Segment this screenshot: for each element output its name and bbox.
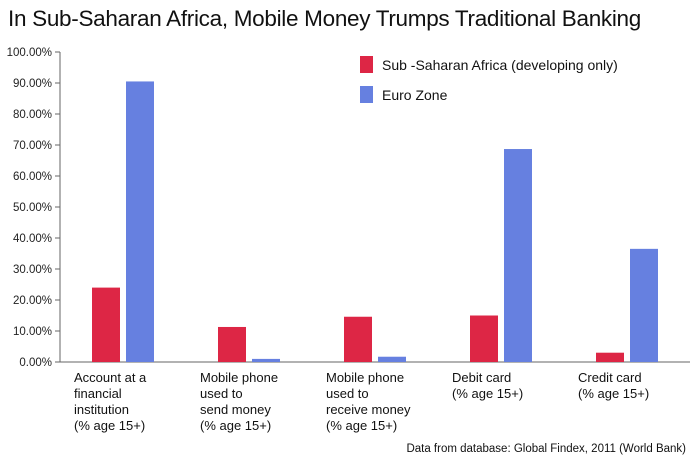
y-tick-label: 30.00% bbox=[13, 264, 52, 276]
y-tick-label: 100.00% bbox=[7, 47, 52, 59]
y-tick-label: 10.00% bbox=[13, 326, 52, 338]
x-category-label-line: (% age 15+) bbox=[326, 418, 397, 433]
bar bbox=[126, 81, 154, 362]
y-tick-label: 60.00% bbox=[13, 171, 52, 183]
bar bbox=[630, 248, 658, 362]
x-category-label-line: financial bbox=[74, 386, 122, 401]
x-category-label-line: Mobile phone bbox=[326, 370, 404, 385]
axes: 0.00% 10.00% 20.00% 30.00% 40.00% 50.00% 60.00… bbox=[7, 47, 690, 369]
x-category-label-line: (% age 15+) bbox=[200, 418, 271, 433]
x-category-label: Mobile phone used to send money (% age 15+) bbox=[200, 370, 278, 433]
x-category-label: Mobile phone used to receive money (% age 1… bbox=[326, 370, 411, 433]
category-labels: Account at a financial institution (% age 1… bbox=[74, 370, 649, 433]
bar bbox=[596, 352, 624, 362]
legend-label: Euro Zone bbox=[382, 87, 448, 103]
x-category-label: Account at a financial institution (% age 1… bbox=[74, 370, 147, 433]
x-category-label-line: (% age 15+) bbox=[452, 386, 523, 401]
y-tick-label: 20.00% bbox=[13, 295, 52, 307]
x-category-label-line: (% age 15+) bbox=[74, 418, 145, 433]
x-category-label-line: Account at a bbox=[74, 370, 147, 385]
bar bbox=[252, 358, 280, 362]
y-tick-label: 80.00% bbox=[13, 109, 52, 121]
y-tick-label: 50.00% bbox=[13, 202, 52, 214]
legend-swatch bbox=[360, 56, 373, 73]
bar bbox=[92, 287, 120, 362]
x-category-label-line: Debit card bbox=[452, 370, 511, 385]
x-category-label: Debit card (% age 15+) bbox=[452, 370, 523, 401]
bars bbox=[92, 81, 658, 362]
legend-swatch bbox=[360, 86, 373, 103]
x-category-label-line: used to bbox=[200, 386, 243, 401]
x-category-label-line: institution bbox=[74, 402, 129, 417]
x-category-label-line: Mobile phone bbox=[200, 370, 278, 385]
y-tick-label: 90.00% bbox=[13, 78, 52, 90]
source-note: Data from database: Global Findex, 2011 … bbox=[406, 443, 686, 455]
x-category-label: Credit card (% age 15+) bbox=[578, 370, 649, 401]
chart-title: In Sub-Saharan Africa, Mobile Money Trum… bbox=[8, 6, 641, 31]
x-category-label-line: send money bbox=[200, 402, 271, 417]
bar bbox=[218, 326, 246, 362]
x-category-label-line: receive money bbox=[326, 402, 411, 417]
bar bbox=[378, 356, 406, 362]
y-tick-label: 0.00% bbox=[19, 357, 52, 369]
bar bbox=[470, 315, 498, 362]
legend: Sub -Saharan Africa (developing only) Eur… bbox=[360, 56, 618, 103]
y-tick-label: 70.00% bbox=[13, 140, 52, 152]
x-category-label-line: used to bbox=[326, 386, 369, 401]
bar bbox=[344, 316, 372, 362]
x-category-label-line: Credit card bbox=[578, 370, 642, 385]
x-category-label-line: (% age 15+) bbox=[578, 386, 649, 401]
legend-label: Sub -Saharan Africa (developing only) bbox=[382, 57, 618, 73]
bar bbox=[504, 149, 532, 362]
y-tick-label: 40.00% bbox=[13, 233, 52, 245]
